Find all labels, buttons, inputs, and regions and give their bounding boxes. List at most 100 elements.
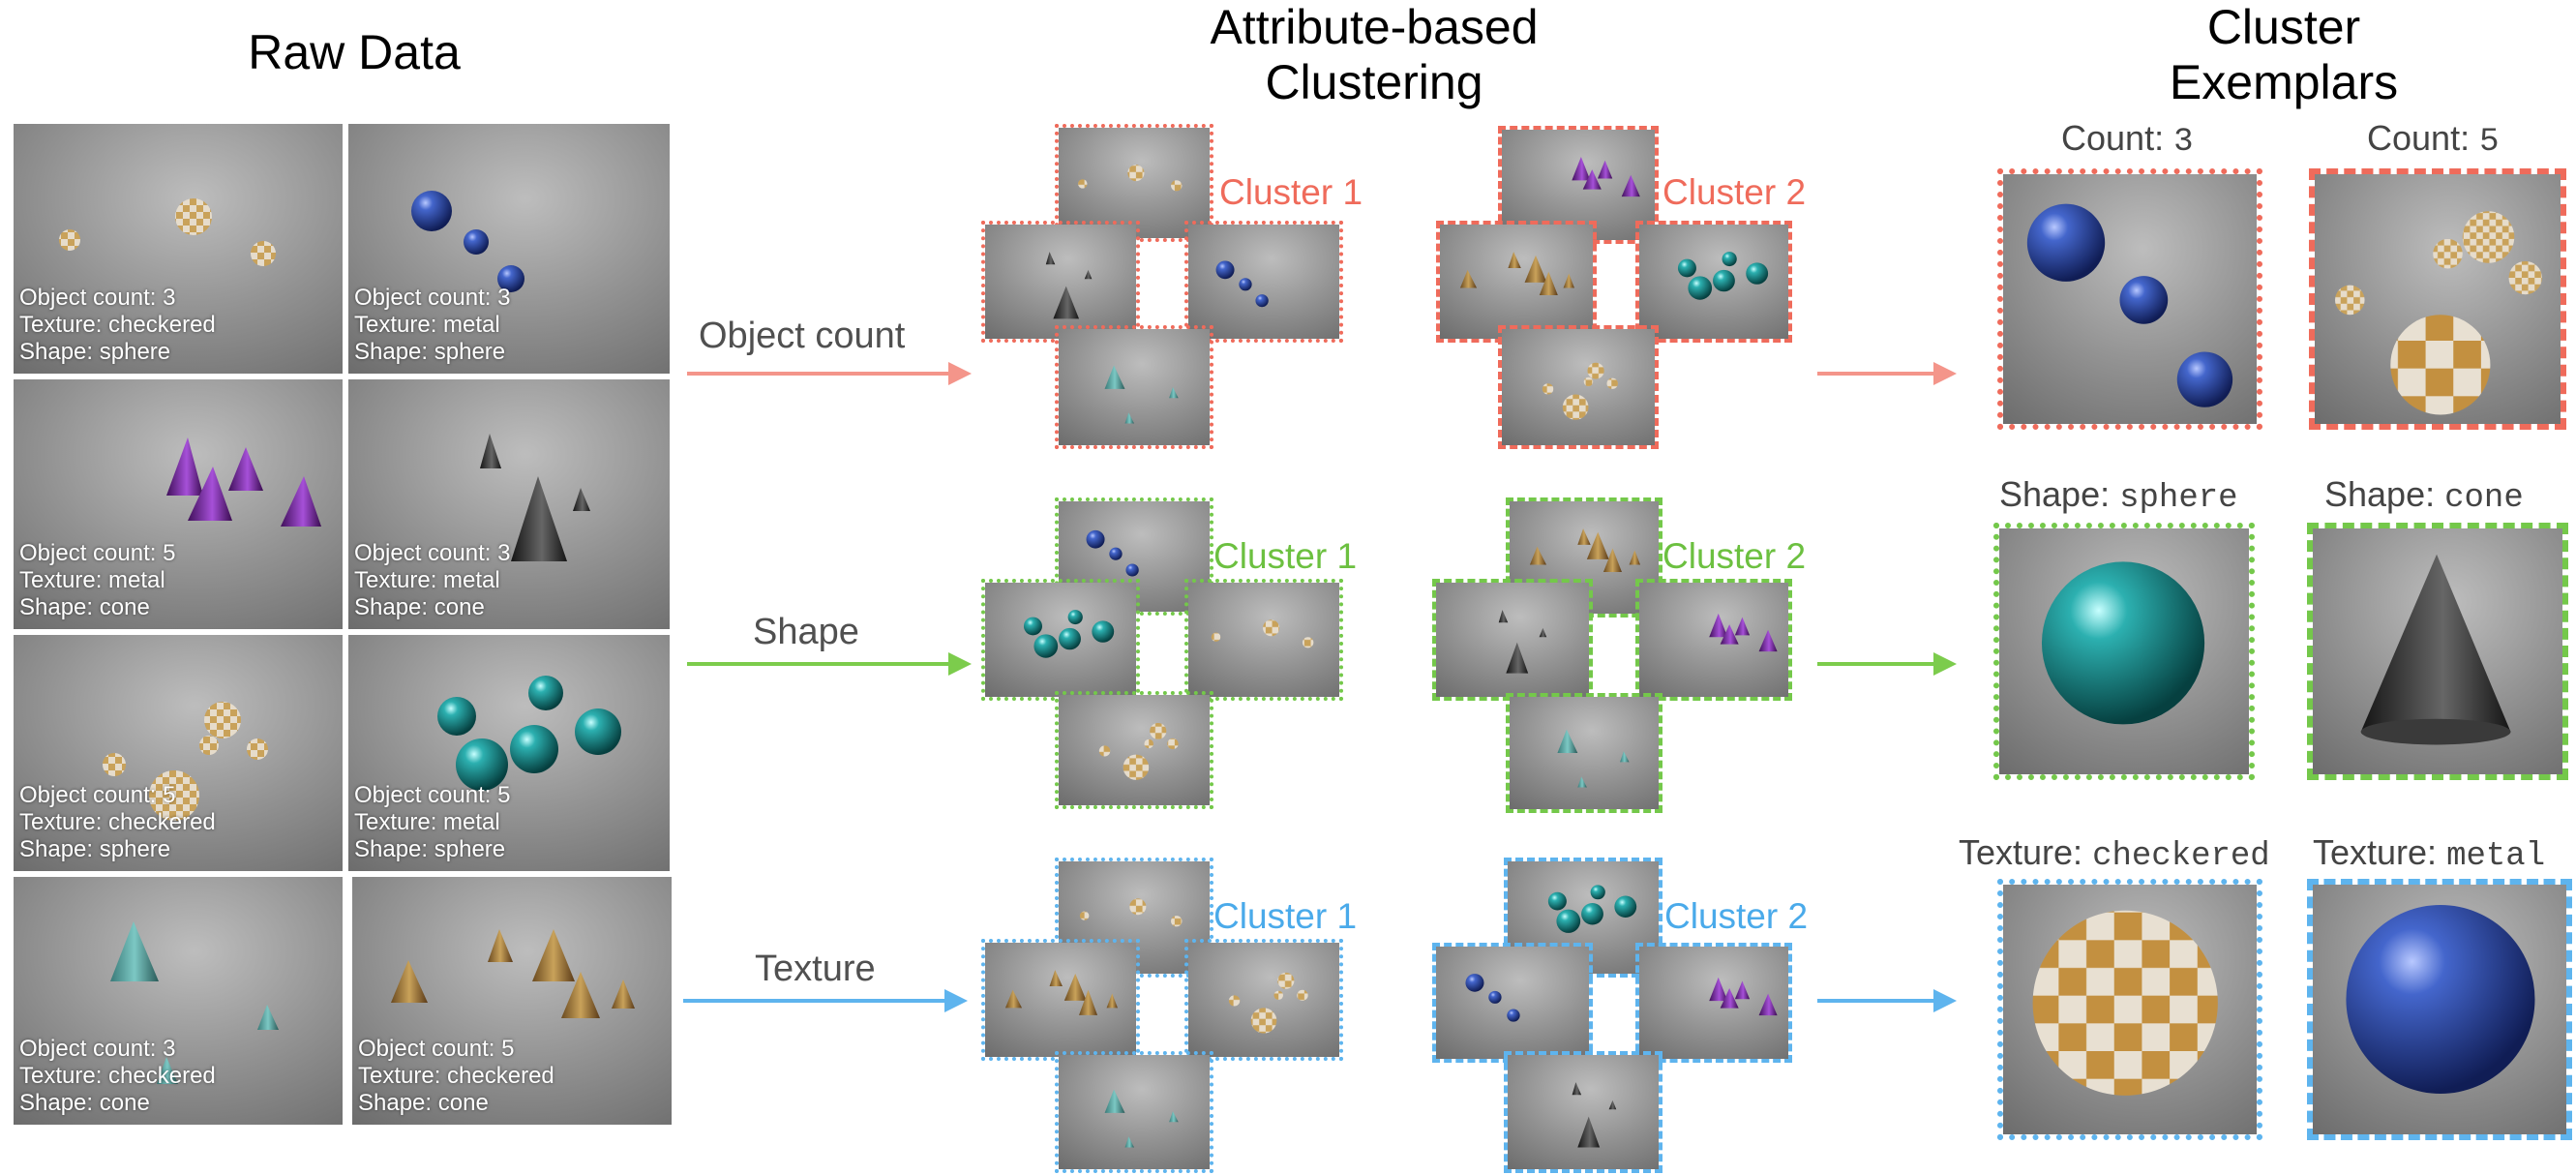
raw-image-2-caption: Object count: 3 Texture: metal Shape: sp… [354, 285, 511, 365]
exemplar-shape-sphere-image [1993, 523, 2255, 780]
row1-cluster2-label: Cluster 2 [1662, 172, 1807, 212]
raw-image-2: Object count: 3 Texture: metal Shape: sp… [348, 124, 670, 374]
attribute-label-object-count: Object count [699, 316, 906, 356]
row3-cluster2-thumb-left [1432, 943, 1593, 1063]
arrow-texture-in [683, 989, 968, 1012]
thumb-scene [1510, 697, 1659, 809]
exemplar-scene [2313, 528, 2562, 774]
raw-image-2-scene [348, 124, 670, 374]
thumb-scene [1059, 695, 1210, 805]
row1-cluster2-thumb-right [1635, 221, 1792, 343]
exemplar-label-texture-metal: Texture: metal [2313, 832, 2546, 875]
exemplar-scene [2315, 174, 2561, 424]
row2-cluster2-thumb-left [1432, 579, 1593, 701]
thumb-scene [1188, 225, 1339, 339]
arrow-texture-out [1817, 989, 1957, 1012]
row2-cluster1-thumb-right [1184, 579, 1343, 701]
exemplar-count-5-image [2309, 168, 2566, 430]
thumb-scene [1436, 583, 1589, 697]
exemplar-label-count-5: Count: 5 [2367, 118, 2500, 161]
raw-image-5-scene [14, 635, 343, 871]
row3-cluster1-thumb-left [981, 939, 1140, 1061]
raw-image-1: Object count: 3 Texture: checkered Shape… [14, 124, 343, 374]
raw-image-6-scene [348, 635, 670, 871]
row3-cluster1-thumb-right [1184, 939, 1343, 1061]
raw-image-1-caption: Object count: 3 Texture: checkered Shape… [19, 285, 216, 365]
row1-cluster1-thumb-right [1184, 221, 1343, 343]
row1-cluster2-thumb-bottom [1498, 325, 1659, 449]
thumb-scene [1059, 128, 1210, 238]
raw-image-4-scene [348, 379, 670, 629]
row3-cluster2-thumb-bottom [1504, 1051, 1662, 1173]
thumb-scene [985, 583, 1136, 697]
thumb-scene [1639, 583, 1788, 697]
thumb-scene [1188, 583, 1339, 697]
raw-image-3-caption: Object count: 5 Texture: metal Shape: co… [19, 540, 176, 620]
raw-image-1-scene [14, 124, 343, 374]
raw-image-8-caption: Object count: 5 Texture: checkered Shape… [358, 1036, 554, 1116]
raw-image-7: Object count: 3 Texture: checkered Shape… [14, 877, 343, 1125]
clustering-heading-line2: Clustering [1265, 55, 1483, 109]
raw-image-3: Object count: 5 Texture: metal Shape: co… [14, 379, 343, 629]
thumb-scene [1502, 329, 1655, 445]
raw-image-4: Object count: 3 Texture: metal Shape: co… [348, 379, 670, 629]
row1-cluster2-thumb-left [1436, 221, 1597, 343]
row3-cluster1-label: Cluster 1 [1213, 896, 1358, 936]
raw-image-7-scene [14, 877, 343, 1125]
exemplar-scene [2313, 885, 2566, 1134]
raw-image-8-scene [352, 877, 672, 1125]
row3-cluster2-thumb-right [1635, 943, 1792, 1063]
row1-cluster1-label: Cluster 1 [1219, 172, 1363, 212]
raw-image-3-scene [14, 379, 343, 629]
row2-cluster2-thumb-bottom [1506, 693, 1662, 813]
thumb-scene [1059, 1055, 1210, 1169]
thumb-scene [1440, 225, 1593, 339]
arrow-object-count-out [1817, 362, 1957, 385]
raw-image-5: Object count: 5 Texture: checkered Shape… [14, 635, 343, 871]
clustering-heading: Attribute-based Clustering [1113, 0, 1635, 110]
exemplar-texture-metal-image [2307, 879, 2572, 1140]
exemplar-scene [2003, 174, 2257, 424]
thumb-scene [1639, 225, 1788, 339]
arrow-shape-in [687, 652, 972, 676]
row2-cluster1-thumb-bottom [1055, 691, 1213, 809]
raw-image-5-caption: Object count: 5 Texture: checkered Shape… [19, 782, 216, 862]
exemplar-label-texture-checkered: Texture: checkered [1959, 832, 2270, 875]
exemplars-heading: Cluster Exemplars [2129, 0, 2439, 110]
thumb-scene [1059, 329, 1210, 445]
row1-cluster1-thumb-bottom [1055, 325, 1213, 449]
raw-image-7-caption: Object count: 3 Texture: checkered Shape… [19, 1036, 216, 1116]
thumb-scene [1639, 947, 1788, 1059]
row3-cluster2-label: Cluster 2 [1664, 896, 1809, 936]
exemplar-texture-checkered-image [1997, 879, 2262, 1140]
row2-cluster1-thumb-left [981, 579, 1140, 701]
row2-cluster1-label: Cluster 1 [1213, 536, 1358, 576]
raw-data-heading: Raw Data [248, 25, 461, 79]
exemplar-label-count-3: Count: 3 [2061, 118, 2194, 161]
attribute-label-texture: Texture [755, 949, 876, 989]
exemplar-shape-cone-image [2307, 523, 2568, 780]
thumb-scene [1508, 1055, 1659, 1169]
exemplar-scene [1999, 528, 2249, 774]
arrow-shape-out [1817, 652, 1957, 676]
thumb-scene [985, 225, 1136, 339]
raw-image-6: Object count: 5 Texture: metal Shape: sp… [348, 635, 670, 871]
exemplar-scene [2003, 885, 2257, 1134]
exemplars-heading-line1: Cluster [2206, 0, 2361, 54]
clustering-heading-line1: Attribute-based [1210, 0, 1539, 54]
thumb-scene [1436, 947, 1589, 1059]
raw-image-4-caption: Object count: 3 Texture: metal Shape: co… [354, 540, 511, 620]
exemplar-count-3-image [1997, 168, 2262, 430]
row1-cluster1-thumb-top [1055, 124, 1213, 242]
raw-image-6-caption: Object count: 5 Texture: metal Shape: sp… [354, 782, 511, 862]
row3-cluster1-thumb-bottom [1055, 1051, 1213, 1173]
thumb-scene [985, 943, 1136, 1057]
arrow-object-count-in [687, 362, 972, 385]
thumb-scene [1188, 943, 1339, 1057]
row2-cluster2-label: Cluster 2 [1662, 536, 1807, 576]
raw-image-8: Object count: 5 Texture: checkered Shape… [352, 877, 672, 1125]
row2-cluster2-thumb-right [1635, 579, 1792, 701]
attribute-label-shape: Shape [753, 612, 859, 652]
exemplar-label-shape-cone: Shape: cone [2324, 474, 2524, 517]
exemplars-heading-line2: Exemplars [2169, 55, 2399, 109]
